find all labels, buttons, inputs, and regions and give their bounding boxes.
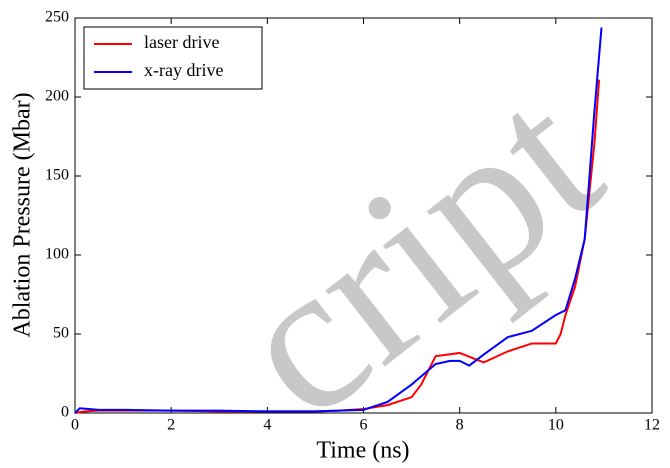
x-tick-label: 8: [456, 417, 464, 434]
y-tick-label: 100: [45, 246, 69, 263]
legend-label: laser drive: [144, 32, 219, 52]
x-tick-label: 10: [548, 417, 564, 434]
legend-label: x-ray drive: [144, 60, 223, 80]
x-tick-label: 0: [71, 417, 79, 434]
data-line: [74, 27, 603, 414]
legend-box: [83, 26, 263, 90]
x-tick-label: 6: [360, 417, 368, 434]
y-tick-label: 50: [53, 325, 69, 342]
x-tick-label: 4: [263, 417, 271, 434]
y-tick-label: 200: [45, 88, 69, 105]
x-axis-label: Time (ns): [316, 438, 409, 464]
y-tick-label: 150: [45, 167, 69, 184]
y-tick-label: 250: [45, 9, 69, 26]
x-tick-label: 12: [644, 417, 660, 434]
y-axis-label: Ablation Pressure (Mbar): [10, 92, 36, 337]
y-tick-label: 0: [61, 404, 69, 421]
watermark: cript: [194, 43, 640, 463]
x-tick-label: 2: [167, 417, 175, 434]
